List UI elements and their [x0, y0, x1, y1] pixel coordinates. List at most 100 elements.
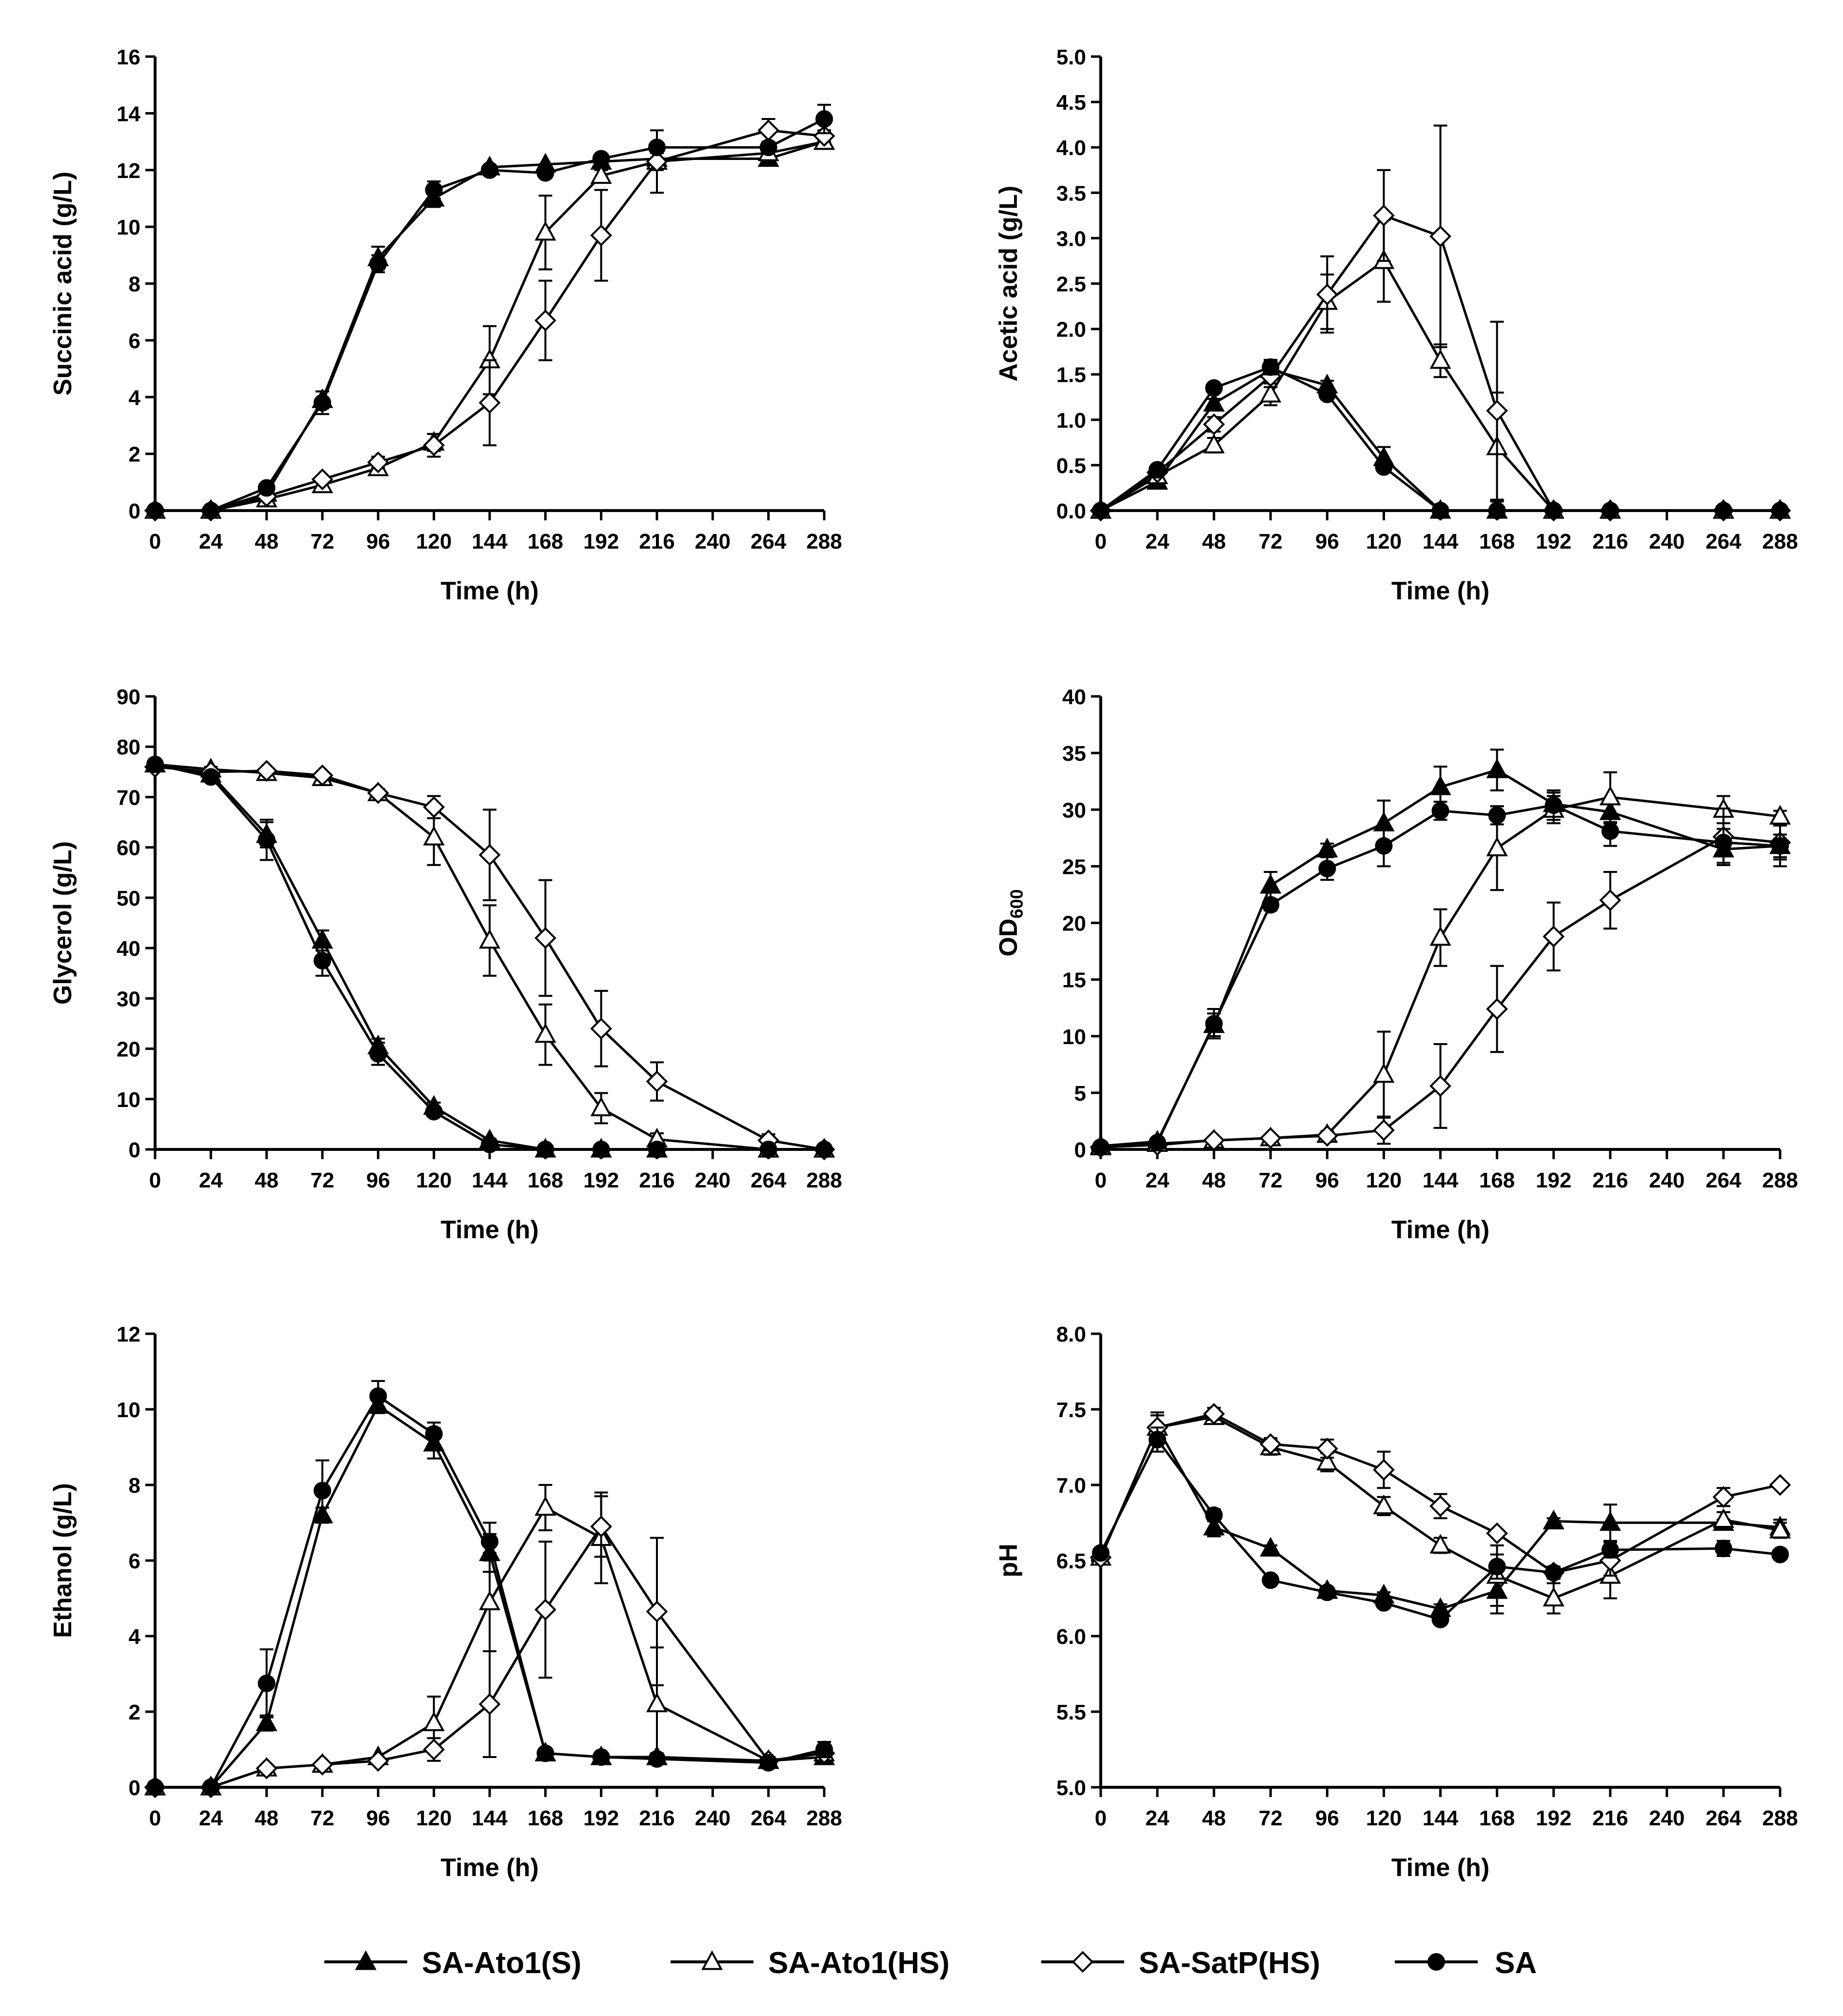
legend-entry-sa-ato1-s: SA-Ato1(S) [324, 1946, 581, 1980]
x-tick-label: 144 [1423, 1168, 1459, 1192]
x-tick-label: 240 [695, 530, 731, 553]
y-tick-label: 4.5 [1056, 91, 1086, 115]
chart-panel-bottom-right: 5.0 5.5 6.0 6.5 7.0 7.5 8.0 0 24 48 72 96 120 144 168 1… [994, 1323, 1798, 1882]
x-tick-label: 48 [1202, 1806, 1226, 1830]
y-tick-label: 12 [117, 159, 140, 183]
x-tick-label: 72 [311, 1168, 335, 1192]
data-point [535, 1023, 556, 1043]
data-point [478, 844, 501, 866]
x-tick-label: 264 [1705, 1168, 1742, 1192]
y-tick-label: 8.0 [1056, 1323, 1086, 1346]
data-point [646, 1601, 668, 1623]
data-point [1149, 1431, 1167, 1448]
data-point [592, 1748, 610, 1766]
data-point [1149, 461, 1167, 479]
x-tick-label: 48 [1202, 530, 1226, 553]
data-point [1375, 458, 1393, 476]
legend-label-sa-ato1-hs: SA-Ato1(HS) [768, 1946, 950, 1980]
data-point [423, 796, 445, 818]
data-point [646, 1070, 668, 1093]
data-point [759, 138, 777, 157]
y-tick-label: 7.0 [1056, 1474, 1086, 1498]
x-tick-label: 0 [1095, 530, 1107, 553]
y-tick-label: 2.5 [1056, 273, 1086, 296]
y-tick-label: 10 [117, 1088, 140, 1112]
data-point [146, 502, 164, 519]
chart-panel-middle-right: 0 5 10 15 20 25 30 35 40 0 24 48 72 96 120 144 168 192 216… [994, 685, 1798, 1244]
data-point [478, 1693, 501, 1715]
y-tick-label: 15 [1062, 968, 1086, 992]
x-tick-label: 240 [1649, 1806, 1684, 1830]
data-point [478, 392, 501, 414]
legend-label-sa: SA [1495, 1946, 1537, 1980]
data-point [1543, 1586, 1565, 1607]
y-tick-label: 30 [117, 987, 140, 1011]
data-point [1771, 1545, 1789, 1563]
data-point [1599, 1511, 1621, 1531]
data-point [1316, 1450, 1338, 1471]
data-point [1375, 1594, 1393, 1612]
y-axis-title: Glycerol (g/L) [49, 841, 77, 1005]
legend: SA-Ato1(S) SA-Ato1(HS) SA-SatP(HS) SA [324, 1946, 1537, 1980]
data-point [590, 1017, 613, 1040]
x-tick-label: 168 [528, 530, 563, 553]
data-point [1259, 1433, 1282, 1455]
data-point [1203, 1403, 1225, 1425]
data-point [1373, 1494, 1395, 1515]
series-line [155, 129, 825, 512]
y-tick-label: 40 [1062, 685, 1086, 709]
data-point [311, 764, 334, 787]
x-tick-label: 144 [472, 1806, 508, 1830]
x-tick-label: 72 [1259, 530, 1283, 553]
y-tick-label: 6.0 [1056, 1625, 1086, 1649]
x-tick-label: 96 [366, 1806, 390, 1830]
x-axis-title: Time (h) [440, 1854, 538, 1882]
data-point [590, 1515, 613, 1538]
x-tick-label: 0 [1095, 1168, 1107, 1192]
series-sa [1092, 1426, 1789, 1628]
data-point [1545, 502, 1563, 519]
x-tick-label: 216 [1592, 1168, 1628, 1192]
data-point [592, 150, 610, 168]
y-tick-label: 30 [1062, 798, 1086, 822]
x-axis-title: Time (h) [440, 577, 538, 605]
data-point [1769, 1474, 1791, 1496]
x-tick-label: 240 [695, 1806, 731, 1830]
data-point [423, 434, 445, 456]
open-triangle-icon [701, 1950, 723, 1970]
data-point [1429, 1534, 1451, 1554]
y-axis-title-subscript: 600 [1007, 889, 1027, 918]
data-point [1429, 1075, 1451, 1097]
series-line [1100, 366, 1780, 512]
series-line [1100, 804, 1781, 1148]
x-tick-label: 216 [1592, 1806, 1628, 1830]
data-point [1769, 1519, 1791, 1539]
data-point [314, 951, 331, 969]
x-tick-label: 168 [1479, 1806, 1515, 1830]
data-point [1431, 1610, 1449, 1628]
series-sa [146, 755, 833, 1158]
y-tick-label: 10 [1062, 1025, 1086, 1049]
x-tick-label: 120 [416, 1168, 452, 1192]
data-point [1316, 1125, 1338, 1147]
y-tick-label: 0 [1074, 1138, 1086, 1162]
legend-entry-sa: SA [1395, 1946, 1537, 1980]
y-tick-label: 14 [117, 102, 140, 126]
data-point [1486, 758, 1508, 778]
series-line [155, 140, 825, 512]
data-point [1262, 896, 1280, 914]
y-tick-label: 4 [129, 1625, 141, 1649]
y-axis-title: Acetic acid (g/L) [994, 186, 1023, 382]
y-tick-label: 0.0 [1056, 499, 1086, 523]
x-tick-label: 96 [1315, 1168, 1339, 1192]
data-point [423, 826, 445, 846]
data-point [1429, 775, 1451, 795]
x-tick-label: 24 [199, 1168, 223, 1192]
x-tick-label: 24 [199, 530, 223, 553]
data-point [367, 1750, 389, 1772]
data-point [535, 1496, 556, 1516]
x-tick-label: 264 [1705, 1806, 1742, 1830]
series-line [155, 118, 825, 512]
y-tick-label: 12 [117, 1323, 140, 1346]
x-tick-label: 72 [311, 530, 335, 553]
